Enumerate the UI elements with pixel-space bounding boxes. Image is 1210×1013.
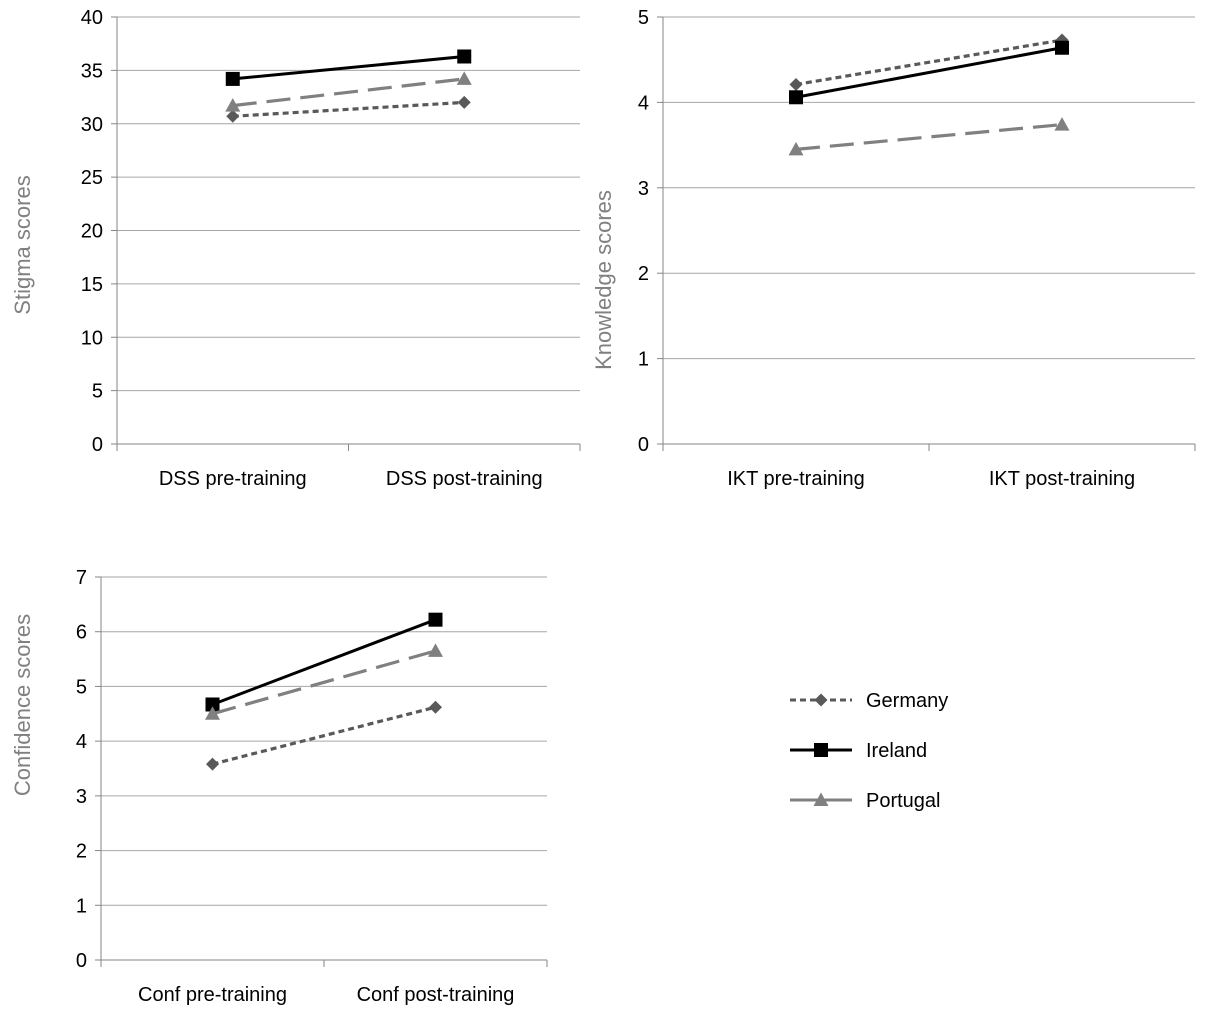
confidence-y-tick-label: 7	[76, 567, 87, 589]
stigma-y-tick-label: 20	[81, 221, 103, 243]
confidence-point-portugal	[205, 706, 220, 720]
stigma-point-ireland	[457, 49, 472, 64]
stigma-point-ireland	[225, 71, 240, 86]
knowledge-y-tick-label: 5	[638, 7, 649, 29]
stigma-point-portugal	[225, 98, 241, 112]
confidence-category-label: Conf pre-training	[138, 984, 287, 1006]
stigma-series-line-ireland	[232, 55, 465, 81]
stigma-y-tick-label: 40	[81, 7, 103, 29]
knowledge-y-tick-label: 0	[638, 434, 649, 456]
knowledge-series-line-portugal	[795, 123, 1063, 151]
knowledge-y-tick-label: 1	[638, 349, 649, 371]
legend-marker-germany	[814, 693, 828, 707]
confidence-point-germany	[206, 757, 219, 771]
knowledge-y-tick-label: 3	[638, 178, 649, 200]
knowledge-point-germany	[789, 77, 803, 91]
stigma-point-germany	[457, 95, 471, 109]
stigma-series-line-germany	[232, 100, 465, 118]
knowledge-series-line-germany	[795, 38, 1063, 87]
knowledge-chart: 0 1 2 3 4 5 IKT pre-training IKT post-training K…	[591, 7, 1196, 490]
stigma-point-portugal	[456, 71, 472, 85]
knowledge-y-tick-label: 2	[638, 263, 649, 285]
knowledge-point-ireland	[789, 90, 803, 105]
stigma-chart: 0 5 10 15 20 25 30 35 40 DSS pre-training DSS post…	[10, 7, 581, 490]
stigma-y-axis-title: Stigma scores	[10, 175, 35, 314]
confidence-y-tick-label: 3	[76, 786, 87, 808]
stigma-series-line-portugal	[232, 77, 465, 108]
stigma-category-label: DSS pre-training	[159, 468, 307, 490]
confidence-y-tick-label: 1	[76, 895, 87, 917]
stigma-point-germany	[226, 109, 240, 123]
legend-label-portugal: Portugal	[866, 790, 941, 812]
stigma-y-tick-label: 10	[81, 327, 103, 349]
confidence-series-line-germany	[212, 705, 436, 766]
confidence-y-tick-label: 4	[76, 731, 87, 753]
stigma-y-tick-label: 5	[92, 381, 103, 403]
confidence-category-label: Conf post-training	[357, 984, 515, 1006]
knowledge-category-label: IKT post-training	[989, 468, 1135, 490]
confidence-y-axis-title: Confidence scores	[10, 614, 35, 796]
confidence-y-tick-label: 0	[76, 950, 87, 972]
legend-label-germany: Germany	[866, 690, 948, 712]
confidence-y-tick-label: 6	[76, 622, 87, 644]
knowledge-series-line-ireland	[795, 46, 1063, 99]
knowledge-category-label: IKT pre-training	[727, 468, 864, 490]
legend-marker-ireland	[814, 743, 828, 757]
confidence-y-tick-label: 5	[76, 676, 87, 698]
legend-label-ireland: Ireland	[866, 740, 927, 762]
stigma-category-label: DSS post-training	[386, 468, 543, 490]
confidence-series-line-portugal	[212, 649, 436, 716]
knowledge-y-axis-title: Knowledge scores	[591, 190, 616, 370]
stigma-y-tick-label: 30	[81, 114, 103, 136]
confidence-point-ireland	[428, 612, 443, 627]
confidence-y-tick-label: 2	[76, 841, 87, 863]
stigma-y-tick-label: 25	[81, 167, 103, 189]
stigma-y-tick-label: 15	[81, 274, 103, 296]
knowledge-point-ireland	[1055, 40, 1069, 55]
confidence-point-portugal	[428, 643, 443, 657]
confidence-point-ireland	[205, 697, 220, 712]
knowledge-y-tick-label: 4	[638, 92, 649, 114]
stigma-y-tick-label: 35	[81, 60, 103, 82]
stigma-y-tick-label: 0	[92, 434, 103, 456]
confidence-chart: 0 1 2 3 4 5 6 7 Conf pre-training Conf post-train…	[10, 567, 548, 1006]
legend: Germany Ireland Portugal	[790, 690, 948, 812]
knowledge-point-portugal	[788, 141, 804, 156]
confidence-point-germany	[429, 700, 442, 714]
confidence-series-line-ireland	[211, 618, 437, 706]
knowledge-point-portugal	[1054, 117, 1070, 131]
legend-marker-portugal	[813, 792, 829, 806]
